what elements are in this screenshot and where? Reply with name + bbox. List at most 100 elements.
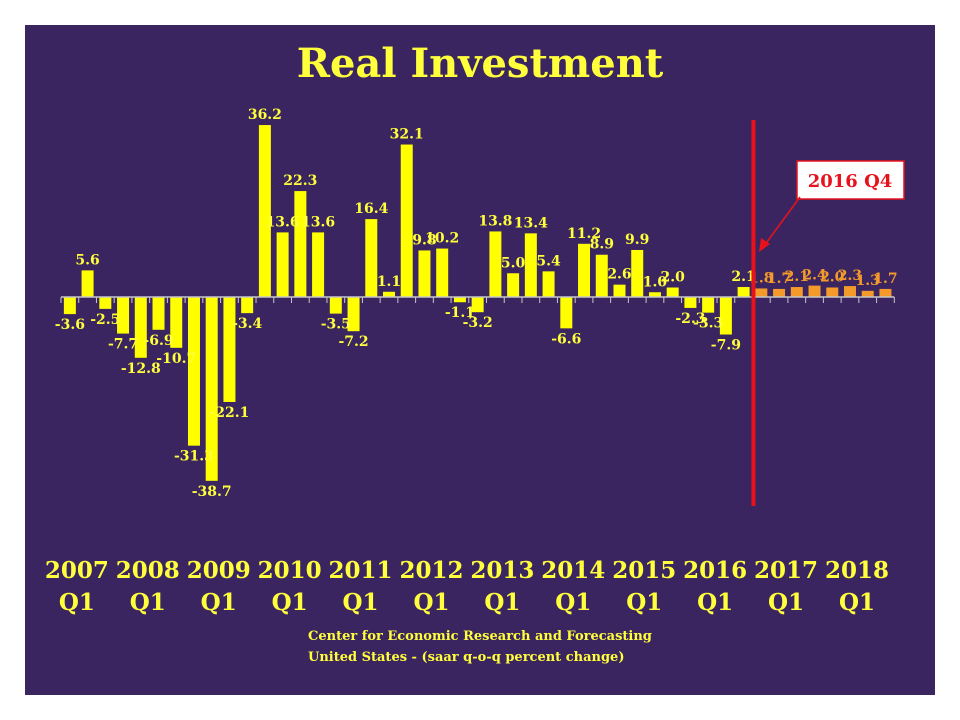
data-label: 8.9 [590, 237, 614, 253]
data-label: -2.3 [675, 311, 705, 327]
x-tick-label: 2012 [399, 557, 463, 584]
data-label: 11.2 [567, 226, 601, 242]
actual-bar [81, 270, 94, 297]
data-label: 2.0 [661, 270, 686, 286]
forecast-bar [879, 288, 892, 297]
actual-bar [613, 284, 626, 297]
x-tick-label: 2010 [258, 557, 322, 584]
data-label: 1.3 [856, 273, 880, 289]
forecast-bar [861, 290, 874, 297]
actual-bar [400, 144, 413, 297]
actual-bar [117, 297, 130, 334]
data-label: 2.3 [838, 268, 862, 284]
data-label: -3.6 [55, 317, 85, 333]
x-tick-label: Q1 [768, 589, 804, 616]
actual-bar [187, 297, 200, 446]
chart-source: Center for Economic Research and Forecas… [308, 626, 652, 668]
data-label: 1.1 [377, 274, 401, 290]
actual-bar [170, 297, 183, 348]
actual-bar [152, 297, 165, 330]
data-label: -3.3 [693, 316, 723, 332]
x-tick-label: 2014 [541, 557, 605, 584]
data-label: -2.5 [90, 312, 120, 328]
x-tick-label: 2013 [470, 557, 534, 584]
x-tick-label: Q1 [484, 589, 520, 616]
x-tick-label: 2015 [612, 557, 676, 584]
data-label: -6.9 [143, 333, 173, 349]
forecast-bar [755, 288, 768, 297]
data-label: 16.4 [354, 201, 388, 217]
data-label: 1.7 [767, 271, 791, 287]
data-label: 5.4 [536, 253, 561, 269]
data-label: 22.3 [283, 173, 317, 189]
x-tick-label: Q1 [59, 589, 95, 616]
actual-bar [134, 297, 147, 358]
data-label: -1.1 [445, 305, 475, 321]
data-label: -10.7 [156, 351, 196, 367]
x-tick-label: Q1 [413, 589, 449, 616]
actual-bar [453, 297, 466, 303]
data-label: 9.8 [412, 232, 436, 248]
x-tick-label: Q1 [626, 589, 662, 616]
actual-bar [507, 273, 520, 297]
actual-bar [347, 297, 360, 332]
x-tick-label: Q1 [343, 589, 379, 616]
data-label: 13.4 [514, 215, 548, 231]
actual-bar [560, 297, 573, 329]
forecast-bar [843, 286, 856, 297]
actual-bar [471, 297, 484, 313]
actual-bar [489, 231, 502, 297]
actual-bar [542, 271, 555, 297]
x-tick-label: 2007 [45, 557, 109, 584]
x-tick-label: Q1 [697, 589, 733, 616]
forecast-bar [790, 287, 803, 297]
actual-bar [223, 297, 236, 402]
data-label: 5.0 [501, 255, 526, 271]
forecast-bar [808, 285, 821, 297]
marker-arrow-line [763, 196, 801, 247]
data-label: 2.6 [607, 267, 631, 283]
data-label: -12.8 [121, 361, 161, 377]
actual-bar [258, 125, 271, 297]
actual-bar [719, 297, 732, 335]
actual-bar [63, 297, 76, 315]
data-label: -3.5 [321, 317, 351, 333]
data-label: 36.2 [248, 107, 282, 123]
x-tick-label: Q1 [130, 589, 166, 616]
slide-background [25, 25, 935, 695]
actual-bar [418, 250, 431, 297]
chart-title: Real Investment [296, 40, 664, 87]
actual-bar [205, 297, 218, 481]
data-label: 1.7 [873, 271, 897, 287]
data-label: 2.4 [802, 268, 827, 284]
data-label: -7.2 [338, 334, 368, 350]
actual-bar [294, 191, 307, 297]
data-label: 32.1 [390, 127, 424, 143]
x-tick-label: 2011 [329, 557, 393, 584]
x-tick-label: 2018 [825, 557, 889, 584]
actual-bar [578, 243, 591, 297]
actual-bar [702, 297, 715, 313]
x-tick-label: Q1 [272, 589, 308, 616]
actual-bar [365, 219, 378, 297]
data-label: 10.2 [425, 231, 459, 247]
data-label: 1.0 [643, 274, 668, 290]
data-label: 2.1 [785, 269, 809, 285]
data-label: 2.1 [731, 269, 755, 285]
marker-label: 2016 Q4 [808, 171, 893, 192]
actual-bar [276, 232, 289, 297]
actual-bar [383, 291, 396, 297]
marker-label-box [796, 160, 905, 200]
actual-bar [436, 248, 449, 297]
x-tick-label: 2017 [754, 557, 818, 584]
actual-bar [684, 297, 697, 308]
actual-bar [524, 233, 537, 297]
data-label: -6.6 [551, 331, 581, 347]
actual-bar [648, 292, 661, 297]
x-tick-label: Q1 [555, 589, 591, 616]
actual-bar [329, 297, 342, 314]
actual-bar [737, 287, 750, 297]
x-tick-label: 2008 [116, 557, 180, 584]
forecast-bar [773, 288, 786, 297]
